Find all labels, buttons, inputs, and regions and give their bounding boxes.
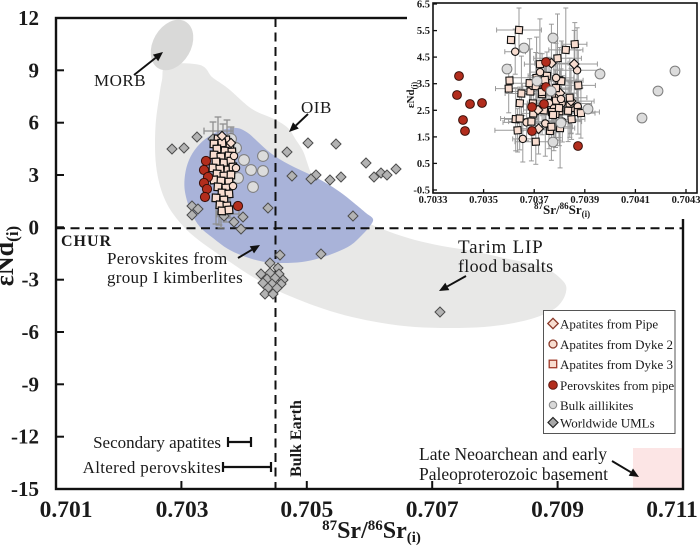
svg-text:OIB: OIB	[301, 98, 332, 117]
svg-text:-6: -6	[22, 320, 40, 344]
svg-text:-15: -15	[11, 477, 39, 501]
svg-text:0.701: 0.701	[40, 497, 93, 523]
svg-text:0.7035: 0.7035	[469, 195, 498, 206]
svg-text:CHUR: CHUR	[61, 233, 112, 250]
svg-text:Bulk Earth: Bulk Earth	[288, 400, 305, 477]
svg-text:0.711: 0.711	[646, 497, 698, 523]
svg-text:Altered perovskites: Altered perovskites	[83, 458, 221, 477]
svg-text:87Sr/86Sr(i): 87Sr/86Sr(i)	[534, 201, 590, 219]
svg-text:Perovskites from: Perovskites from	[107, 249, 227, 268]
svg-text:-12: -12	[11, 425, 39, 449]
svg-text:-9: -9	[22, 372, 40, 396]
svg-text:5.5: 5.5	[417, 26, 430, 37]
svg-text:0: 0	[29, 215, 40, 239]
svg-text:-3: -3	[22, 268, 40, 292]
svg-text:9: 9	[29, 58, 40, 82]
svg-text:εNd(i): εNd(i)	[0, 226, 22, 286]
svg-text:Perovskites from pipe: Perovskites from pipe	[560, 378, 674, 393]
svg-text:3.5: 3.5	[417, 79, 430, 90]
svg-text:Apatites from Dyke 3: Apatites from Dyke 3	[560, 357, 673, 372]
svg-text:0.7041: 0.7041	[621, 195, 650, 206]
svg-text:group I kimberlites: group I kimberlites	[107, 268, 243, 287]
svg-text:-0.5: -0.5	[413, 185, 430, 196]
svg-text:12: 12	[18, 6, 39, 30]
svg-text:Worldwide UMLs: Worldwide UMLs	[560, 415, 655, 430]
svg-text:0.5: 0.5	[417, 159, 430, 170]
svg-text:0.7043: 0.7043	[672, 195, 700, 206]
svg-text:0.7037: 0.7037	[520, 195, 549, 206]
svg-text:0.703: 0.703	[156, 497, 209, 523]
svg-text:0.707: 0.707	[406, 497, 459, 523]
svg-text:0.705: 0.705	[280, 497, 333, 523]
svg-text:Tarim LIP: Tarim LIP	[458, 237, 544, 258]
svg-text:4.5: 4.5	[417, 53, 430, 64]
svg-text:6: 6	[29, 111, 40, 135]
svg-text:Apatites from Dyke 2: Apatites from Dyke 2	[560, 337, 673, 352]
svg-text:0.7039: 0.7039	[570, 195, 599, 206]
svg-text:flood basalts: flood basalts	[458, 256, 553, 276]
svg-text:MORB: MORB	[94, 71, 146, 90]
svg-text:1.5: 1.5	[417, 132, 430, 143]
svg-text:0.7033: 0.7033	[419, 195, 448, 206]
svg-text:6.5: 6.5	[417, 0, 430, 11]
svg-text:Secondary apatites: Secondary apatites	[93, 433, 221, 452]
svg-text:0.709: 0.709	[531, 497, 584, 523]
svg-text:2.5: 2.5	[417, 106, 430, 117]
svg-text:Paleoproterozoic basement: Paleoproterozoic basement	[419, 464, 608, 484]
svg-text:Apatites from Pipe: Apatites from Pipe	[560, 316, 658, 331]
svg-text:Late Neoarchean and early: Late Neoarchean and early	[419, 444, 607, 464]
svg-text:Bulk aillikites: Bulk aillikites	[560, 398, 633, 413]
svg-text:3: 3	[29, 163, 40, 187]
